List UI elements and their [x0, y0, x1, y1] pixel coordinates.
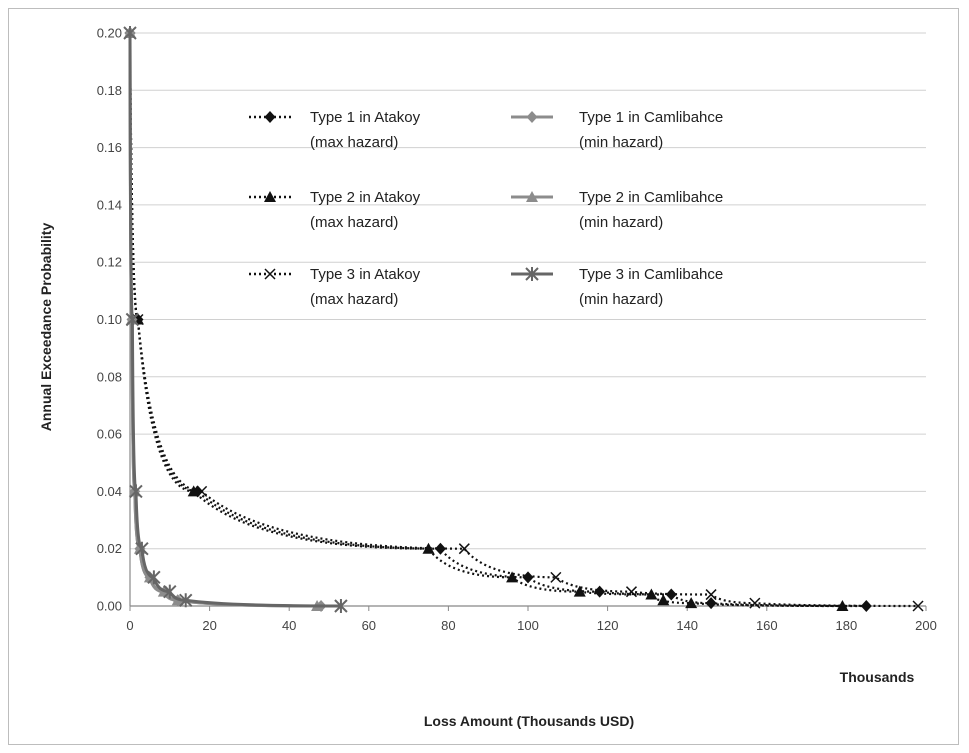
- x-tick-label: 0: [126, 618, 133, 633]
- x-tick-label: 20: [202, 618, 216, 633]
- y-tick-label: 0.08: [97, 369, 122, 384]
- legend-label: (max hazard): [310, 214, 398, 231]
- y-tick-label: 0.12: [97, 255, 122, 270]
- legend-label: Type 2 in Atakoy: [310, 189, 421, 206]
- x-units-label: Thousands: [840, 669, 915, 685]
- y-tick-label: 0.16: [97, 140, 122, 155]
- legend-label: Type 3 in Atakoy: [310, 266, 421, 283]
- chart-svg: 0.00 0.02 0.04 0.06 0.08 0.10 0.12 0.14 0.16 0.18…: [9, 9, 958, 744]
- y-tick-label: 0.04: [97, 484, 122, 499]
- x-tick-label: 120: [597, 618, 619, 633]
- y-tick-label: 0.00: [97, 599, 122, 614]
- x-tick-label: 40: [282, 618, 296, 633]
- data-point: [551, 572, 561, 582]
- data-point: [594, 586, 605, 598]
- chart-frame: 0.00 0.02 0.04 0.06 0.08 0.10 0.12 0.14 0.16 0.18…: [8, 8, 959, 745]
- y-tick-label: 0.02: [97, 541, 122, 556]
- legend-swatch-marker: [527, 111, 538, 123]
- legend-label: (min hazard): [579, 291, 663, 308]
- x-axis-title: Loss Amount (Thousands USD): [424, 713, 634, 729]
- legend-swatch-marker: [265, 111, 276, 123]
- legend-entry-1: Type 1 in Atakoy (max hazard): [249, 109, 421, 151]
- x-tick-label: 160: [756, 618, 778, 633]
- legend-label: (min hazard): [579, 214, 663, 231]
- legend-label: (max hazard): [310, 134, 398, 151]
- x-tick-label: 60: [362, 618, 376, 633]
- y-tick-label: 0.18: [97, 83, 122, 98]
- legend-entry-6: Type 3 in Camlibahce (min hazard): [511, 266, 723, 308]
- x-tick-label: 80: [441, 618, 455, 633]
- x-tick-label: 180: [836, 618, 858, 633]
- legend-layer: Type 1 in Atakoy(max hazard)Type 2 in At…: [249, 109, 723, 308]
- legend-label: Type 3 in Camlibahce: [579, 266, 723, 283]
- data-point: [523, 571, 534, 583]
- legend-label: Type 1 in Atakoy: [310, 109, 421, 126]
- y-axis-title: Annual Exceedance Probability: [38, 223, 54, 432]
- legend-entry-2: Type 2 in Atakoy (max hazard): [249, 189, 421, 231]
- data-point: [626, 587, 636, 597]
- y-tick-label: 0.10: [97, 312, 122, 327]
- grid-layer: [130, 33, 926, 549]
- legend-entry-4: Type 1 in Camlibahce (min hazard): [511, 109, 723, 151]
- y-tick-label: 0.06: [97, 427, 122, 442]
- x-tick-label: 140: [676, 618, 698, 633]
- x-tick-label: 100: [517, 618, 539, 633]
- data-point: [750, 598, 760, 608]
- y-tick-label: 0.14: [97, 197, 122, 212]
- legend-label: (max hazard): [310, 291, 398, 308]
- legend-entry-3: Type 3 in Atakoy (max hazard): [249, 266, 421, 308]
- legend-entry-5: Type 2 in Camlibahce (min hazard): [511, 189, 723, 231]
- legend-label: Type 2 in Camlibahce: [579, 189, 723, 206]
- legend-label: Type 1 in Camlibahce: [579, 109, 723, 126]
- y-tick-label: 0.20: [97, 26, 122, 41]
- legend-label: (min hazard): [579, 134, 663, 151]
- x-tick-label: 200: [915, 618, 937, 633]
- legend-swatch-marker: [265, 269, 275, 279]
